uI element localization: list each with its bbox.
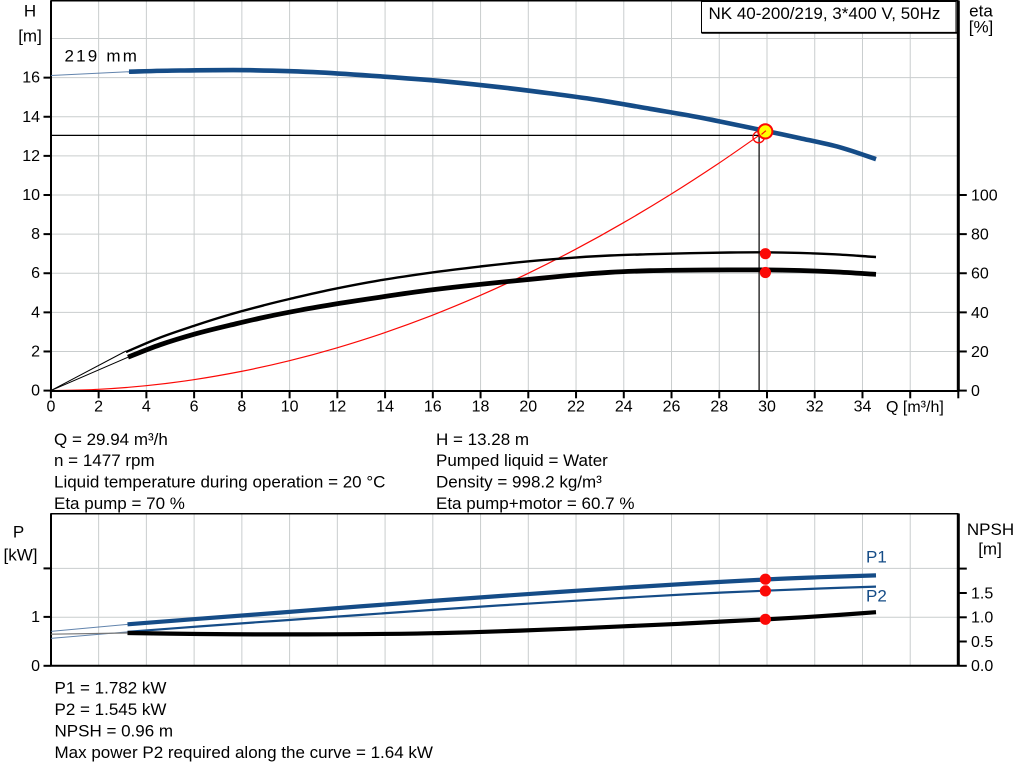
- svg-text:0.0: 0.0: [971, 658, 993, 675]
- svg-text:2: 2: [31, 343, 40, 360]
- svg-text:32: 32: [806, 399, 824, 416]
- svg-text:2: 2: [94, 399, 103, 416]
- svg-text:16: 16: [424, 399, 442, 416]
- svg-text:24: 24: [615, 399, 633, 416]
- svg-text:60: 60: [971, 266, 989, 283]
- svg-text:219 mm: 219 mm: [65, 47, 140, 66]
- svg-text:P: P: [13, 523, 24, 542]
- svg-text:P1 = 1.782 kW: P1 = 1.782 kW: [55, 679, 167, 698]
- svg-text:28: 28: [710, 399, 728, 416]
- svg-text:0: 0: [46, 399, 55, 416]
- svg-text:0: 0: [971, 383, 980, 400]
- svg-text:14: 14: [22, 109, 40, 126]
- svg-text:Max power P2 required along th: Max power P2 required along the curve = …: [55, 743, 433, 762]
- svg-text:Density = 998.2 kg/m³: Density = 998.2 kg/m³: [436, 473, 602, 492]
- svg-text:n = 1477 rpm: n = 1477 rpm: [54, 451, 155, 470]
- svg-text:20: 20: [519, 399, 537, 416]
- svg-text:1: 1: [31, 609, 40, 626]
- svg-text:22: 22: [567, 399, 585, 416]
- svg-text:80: 80: [971, 227, 989, 244]
- svg-text:40: 40: [971, 305, 989, 322]
- svg-text:20: 20: [971, 344, 989, 361]
- svg-text:H = 13.28 m: H = 13.28 m: [436, 430, 529, 449]
- svg-text:NK 40-200/219, 3*400 V, 50Hz: NK 40-200/219, 3*400 V, 50Hz: [709, 4, 941, 23]
- svg-text:0: 0: [31, 658, 40, 675]
- svg-text:1.5: 1.5: [971, 585, 993, 602]
- svg-text:4: 4: [31, 304, 40, 321]
- svg-text:Liquid temperature during oper: Liquid temperature during operation = 20…: [54, 473, 385, 492]
- svg-text:[m]: [m]: [978, 540, 1002, 559]
- svg-text:14: 14: [376, 399, 394, 416]
- svg-text:10: 10: [281, 399, 299, 416]
- svg-text:Q [m³/h]: Q [m³/h]: [886, 399, 944, 416]
- svg-text:0.5: 0.5: [971, 634, 993, 651]
- svg-text:12: 12: [328, 399, 346, 416]
- svg-text:NPSH: NPSH: [967, 520, 1014, 539]
- svg-text:1.0: 1.0: [971, 610, 993, 627]
- svg-text:eta: eta: [969, 2, 993, 21]
- svg-text:[kW]: [kW]: [4, 546, 38, 565]
- svg-text:Pumped liquid = Water: Pumped liquid = Water: [436, 451, 608, 470]
- svg-text:0: 0: [31, 383, 40, 400]
- svg-text:16: 16: [22, 70, 40, 87]
- svg-text:[m]: [m]: [18, 27, 42, 46]
- svg-text:H: H: [24, 2, 36, 21]
- svg-text:6: 6: [190, 399, 199, 416]
- svg-text:P1: P1: [866, 548, 887, 567]
- svg-text:34: 34: [854, 399, 872, 416]
- svg-text:100: 100: [971, 187, 998, 204]
- svg-text:8: 8: [237, 399, 246, 416]
- svg-text:P2: P2: [866, 587, 887, 606]
- svg-text:Eta pump+motor = 60.7 %: Eta pump+motor = 60.7 %: [436, 494, 634, 513]
- svg-text:P2 = 1.545 kW: P2 = 1.545 kW: [55, 700, 167, 719]
- svg-text:8: 8: [31, 226, 40, 243]
- svg-text:Eta pump = 70 %: Eta pump = 70 %: [54, 494, 185, 513]
- svg-text:[%]: [%]: [969, 18, 994, 37]
- svg-text:6: 6: [31, 265, 40, 282]
- svg-text:26: 26: [663, 399, 681, 416]
- svg-text:4: 4: [142, 399, 151, 416]
- svg-text:Q = 29.94 m³/h: Q = 29.94 m³/h: [54, 430, 168, 449]
- svg-text:30: 30: [758, 399, 776, 416]
- svg-text:10: 10: [22, 187, 40, 204]
- svg-text:NPSH = 0.96 m: NPSH = 0.96 m: [55, 722, 174, 741]
- svg-text:18: 18: [472, 399, 490, 416]
- svg-text:12: 12: [22, 148, 40, 165]
